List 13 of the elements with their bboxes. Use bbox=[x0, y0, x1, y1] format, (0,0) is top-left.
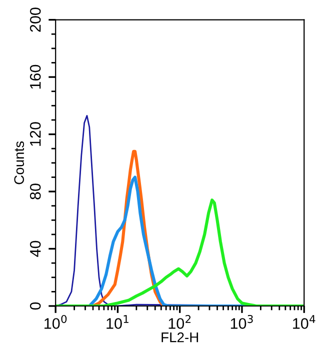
y-tick-label: 80 bbox=[30, 184, 41, 200]
x-tick-label: 10$^{1}$ bbox=[106, 315, 128, 329]
y-tick-label: 120 bbox=[30, 122, 41, 146]
y-tick-label: 200 bbox=[30, 8, 41, 32]
x-tick-label: 10$^{0}$ bbox=[44, 314, 67, 329]
y-tick-label: 0 bbox=[30, 302, 41, 310]
y-tick-label: 160 bbox=[30, 64, 41, 89]
x-tick-label: 10$^{3}$ bbox=[230, 314, 253, 329]
x-tick-label: 10$^{2}$ bbox=[168, 314, 190, 329]
y-axis-title: Counts bbox=[14, 141, 24, 184]
x-tick-label: 10$^{4}$ bbox=[293, 315, 316, 329]
y-tick-label: 40 bbox=[30, 240, 41, 257]
x-axis-title: FL2-H bbox=[162, 332, 198, 342]
